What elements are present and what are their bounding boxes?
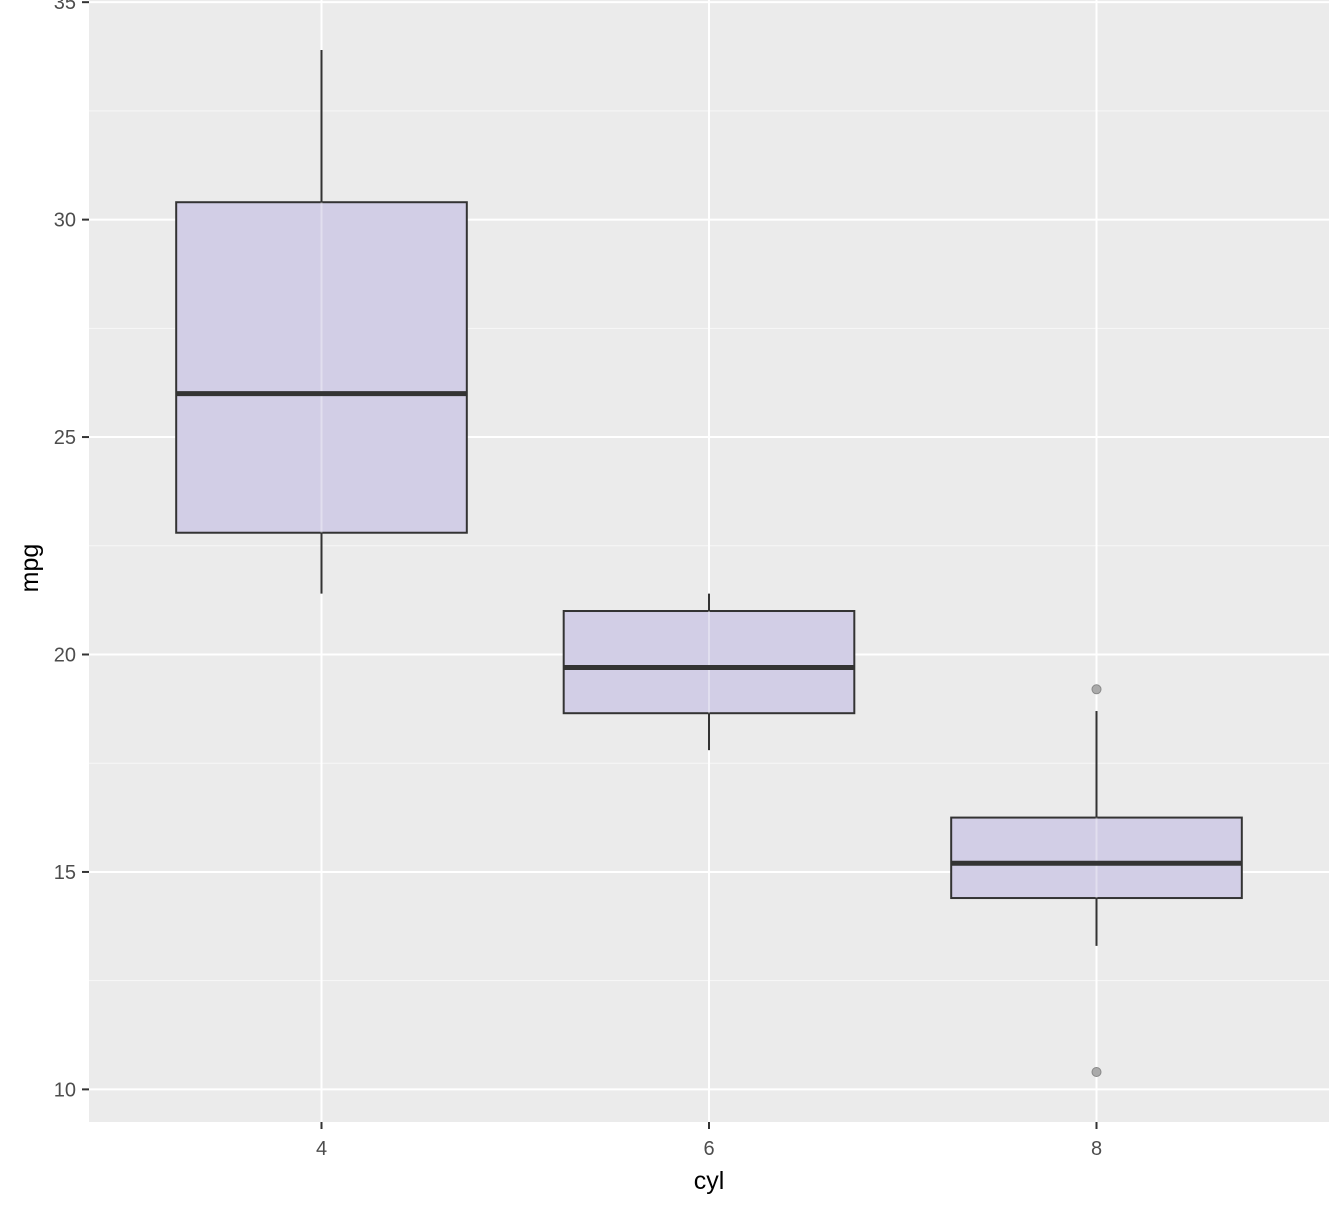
y-tick-label: 10 (54, 1079, 76, 1101)
box-group (175, 50, 468, 594)
y-axis-title: mpg (16, 544, 44, 593)
x-axis-title: cyl (694, 1167, 725, 1195)
outlier-point (1091, 684, 1102, 695)
y-tick-label: 20 (54, 645, 76, 667)
y-tick-label: 15 (54, 862, 76, 884)
y-axis: 10 15 20 25 30 35 (54, 0, 89, 1101)
x-tick-label: 8 (1091, 1138, 1102, 1160)
y-tick-label: 25 (54, 427, 76, 449)
y-tick-label: 30 (54, 210, 76, 232)
x-axis: 4 6 8 (316, 1122, 1102, 1160)
box-group (562, 593, 856, 751)
x-tick-label: 6 (703, 1138, 714, 1160)
x-tick-label: 4 (316, 1138, 327, 1160)
box (562, 610, 856, 715)
outlier-point (1091, 1066, 1102, 1077)
box-group (950, 684, 1243, 1077)
boxes (175, 50, 1243, 1077)
box (175, 201, 468, 534)
y-tick-label: 35 (54, 0, 76, 14)
box (950, 816, 1243, 900)
